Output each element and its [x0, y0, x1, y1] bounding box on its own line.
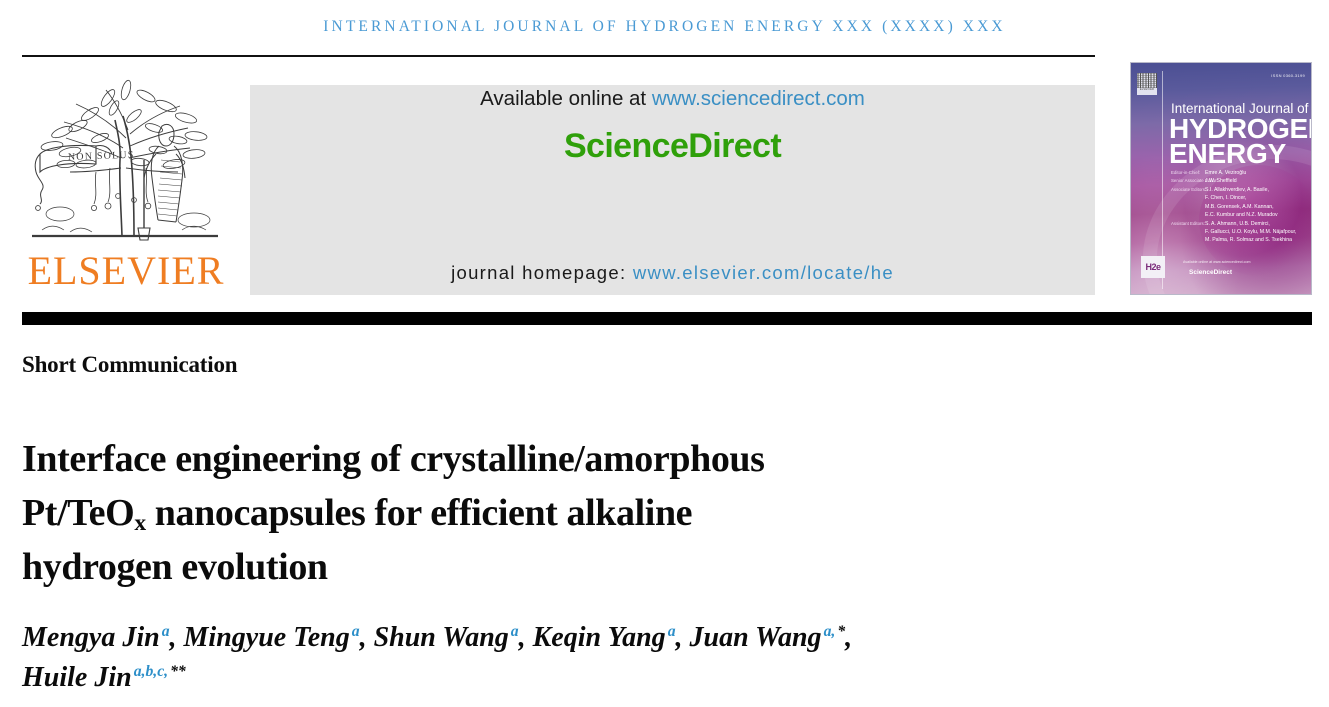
elsevier-tree-icon: NON SOLUS [32, 79, 218, 241]
author-affiliation-mark: a [510, 623, 519, 641]
cover-editor-names: S. A. Ahmann, U.B. Demirci, [1205, 220, 1270, 227]
article-type-label: Short Communication [22, 352, 238, 377]
svg-text:NON SOLUS: NON SOLUS [68, 150, 135, 163]
cover-editor-names: F. Gallucci, U.O. Koylu, M.M. Näjafpour, [1205, 228, 1297, 235]
author-separator: , [359, 622, 374, 653]
journal-cover-thumbnail[interactable]: ELSEVIER ISSN 0360-3199 International Jo… [1130, 62, 1312, 295]
cover-editor-names: S.I. Allakhverdiev, A. Basile, [1205, 186, 1269, 193]
title-line-3: hydrogen evolution [22, 546, 328, 589]
title-line-2-cont: nanocapsules for efficient alkaline [145, 492, 693, 535]
author-affiliation-mark: a [351, 623, 360, 641]
cover-editor-row: F. Chen, I. Dincer, [1171, 194, 1311, 202]
author-name: Juan Wang [689, 622, 822, 653]
cover-editor-names: J.W. Sheffield [1205, 178, 1237, 185]
cover-editor-names: Emre A. Veziroğlu [1205, 170, 1247, 176]
cover-sphere-decoration [1199, 164, 1311, 276]
author-name: Mengya Jin [22, 622, 160, 653]
cover-editor-row: Assistant Editors:S. A. Ahmann, U.B. Dem… [1171, 220, 1311, 228]
journal-homepage-line: journal homepage: www.elsevier.com/locat… [250, 262, 1095, 284]
cover-h2e-logo: H2e [1141, 256, 1165, 278]
author-affiliation-mark: a [161, 623, 170, 641]
cover-editor-names: M.B. Gorensek, A.M. Kannan, [1205, 203, 1274, 210]
author-name: Mingyue Teng [183, 622, 350, 653]
cover-available-line: Available online at www.sciencedirect.co… [1183, 260, 1251, 264]
cover-issn: ISSN 0360-3199 [1271, 73, 1305, 78]
cover-editor-list: Editor-in-Chief: Emre A. Veziroğlu Senior… [1171, 169, 1311, 245]
author-list: Mengya Jin a, Mingyue Teng a, Shun Wang a, … [22, 618, 1132, 698]
cover-editor-names: F. Chen, I. Dincer, [1205, 195, 1247, 202]
journal-homepage-label: journal homepage: [451, 262, 633, 283]
cover-editor-row: Senior Associate Editor:J.W. Sheffield [1171, 177, 1311, 185]
author-affiliation-mark: a, [823, 623, 836, 641]
cover-sciencedirect-label: ScienceDirect [1189, 269, 1232, 276]
journal-homepage-link[interactable]: www.elsevier.com/locate/he [632, 262, 894, 283]
cover-elsevier-icon: ELSEVIER [1137, 73, 1157, 95]
sciencedirect-logo[interactable]: ScienceDirect [563, 127, 782, 165]
cover-editor-role: Assistant Editors: [1171, 220, 1205, 226]
elsevier-wordmark: ELSEVIER [27, 248, 225, 293]
cover-title-line1: International Journal of [1171, 101, 1309, 116]
cover-editor-row: F. Gallucci, U.O. Koylu, M.M. Näjafpour, [1171, 228, 1311, 236]
title-line-1: Interface engineering of crystalline/amo… [22, 438, 765, 481]
author-affiliation-mark: a,b,c, [133, 663, 169, 681]
header-divider-rule [22, 55, 1095, 57]
cover-elsevier-label: ELSEVIER [1139, 88, 1155, 91]
author-separator: , [845, 622, 853, 653]
cover-editor-row: E.C. Kumbur and N.Z. Muradov [1171, 211, 1311, 219]
author-name: Shun Wang [373, 622, 509, 653]
running-head: INTERNATIONAL JOURNAL OF HYDROGEN ENERGY… [323, 18, 1006, 35]
author-name: Huile Jin [22, 661, 132, 693]
author-separator: , [675, 622, 690, 653]
elsevier-logo: NON SOLUS ELSEVIER [22, 68, 230, 298]
author-separator: , [169, 622, 184, 653]
cover-title-line3: ENERGY [1169, 138, 1287, 169]
cover-title-line2: HYDROGEN [1169, 113, 1312, 144]
cover-tree-icon [1137, 73, 1157, 88]
cover-editor-role: Senior Associate Editor: [1171, 178, 1218, 184]
available-online-line: Available online at www.sciencedirect.co… [250, 87, 1095, 111]
cover-editor-row: M. Palma, R. Solmaz and S. Tsekhina [1171, 236, 1311, 244]
cover-editor-names: E.C. Kumbur and N.Z. Muradov [1205, 212, 1278, 219]
cover-editor-names: M. Palma, R. Solmaz and S. Tsekhina [1205, 237, 1292, 244]
cover-vertical-rule [1162, 71, 1163, 289]
title-subscript-x: x [134, 510, 146, 537]
sciencedirect-banner: Available online at www.sciencedirect.co… [250, 85, 1095, 295]
author-affiliation-mark: a [667, 623, 676, 641]
section-separator-bar [22, 312, 1312, 325]
cover-editor-row: M.B. Gorensek, A.M. Kannan, [1171, 203, 1311, 211]
cover-editor-role: Associate Editors: [1171, 186, 1207, 192]
sciencedirect-url-link[interactable]: www.sciencedirect.com [651, 87, 865, 110]
author-name: Keqin Yang [532, 622, 666, 653]
corresponding-author-mark: * [837, 623, 846, 641]
article-title: Interface engineering of crystalline/amo… [22, 433, 1072, 595]
title-line-2: Pt/TeO [22, 492, 135, 535]
cover-editor-row: Associate Editors:S.I. Allakhverdiev, A.… [1171, 186, 1311, 194]
author-separator: , [518, 622, 533, 653]
available-online-label: Available online at [480, 87, 652, 110]
cover-editor-row: Editor-in-Chief: Emre A. Veziroğlu [1171, 169, 1311, 177]
corresponding-author-mark: ** [170, 663, 186, 681]
cover-editor-role: Editor-in-Chief: [1171, 170, 1201, 175]
